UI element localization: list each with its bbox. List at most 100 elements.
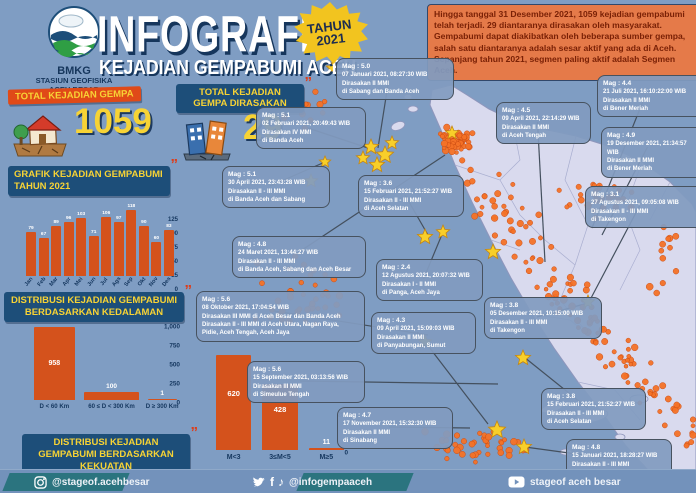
quote-mark-icon: ” [184,282,193,299]
felt-earthquake-star [355,149,371,165]
bar-value-label: 118 [127,203,136,209]
bar-value-label: 1 [160,389,164,397]
footer-youtube: stageof aceh besar [508,470,621,493]
epicenter-dot [468,440,476,448]
tiktok-icon: ♪ [278,475,284,489]
callout-line: Dirasakan III MMI [253,383,302,390]
epicenter-dot [659,255,667,262]
bar [151,242,162,276]
felt-earthquake-star [435,223,451,239]
callout-line: Dirasakan II - III MMI [490,319,548,326]
bar [51,226,62,276]
epicenter-dot [481,193,488,200]
earthquake-callout: Mag : 3.8 05 Desember 2021, 10:15:00 WIB D… [484,297,602,340]
poster-subtitle: KEJADIAN GEMPABUMI ACEH [99,57,357,79]
earthquake-callout: Mag : 5.0 07 Januari 2021, 08:27:30 WIB Di… [336,58,454,101]
callout-magnitude: Mag : 5.0 [342,63,371,70]
epicenter-dot [658,247,665,254]
epicenter-dot [665,235,672,242]
bar [163,229,174,276]
youtube-icon [508,476,525,488]
epicenter-dot [519,205,525,211]
bar-value-label: 958 [48,360,61,368]
callout-line: 09 April 2021, 22:14:29 WIB [502,116,580,123]
bar-column: 103 Mei [74,206,87,288]
y-tick-label: 75 [171,245,178,251]
bar-value-label: 100 [106,383,117,391]
bar [101,216,112,276]
callout-line: di Banda Aceh dan Sabang [228,197,306,203]
x-tick-label: Sep [123,276,135,288]
callout-magnitude: Mag : 3.8 [547,393,576,400]
bar [63,222,74,276]
epicenter-dot [642,378,649,386]
bar-value-label: 106 [102,210,111,216]
callout-magnitude: Mag : 5.6 [253,366,282,373]
epicenter-dot [511,253,518,260]
epicenter-dot [448,148,456,156]
plot-area: 79 Jan 67 Feb 89 Mar 96 Apr 103 Mei 71 Jun 106 Jul 97 A… [24,203,174,288]
epicenter-dot [312,88,319,95]
epicenter-dot [459,157,466,164]
epicenter-dot [312,282,318,288]
epicenter-dot [621,372,629,380]
callout-line: Dirasakan II MMI [342,80,390,87]
earthquake-callout: Mag : 3.6 15 Februari 2021, 21:52:27 WIB D… [358,175,464,218]
earthquake-callout: Mag : 4.4 21 Juli 2021, 16:10:22:00 WIB Di… [597,75,696,118]
epicenter-dot [657,409,663,414]
epicenter-dot [499,440,505,446]
callout-line: Dirasakan II MMI [502,124,550,131]
epicenter-dot [506,217,514,225]
quote-mark-icon: ” [190,424,199,441]
epicenter-dot [566,273,574,281]
epicenter-dot [625,346,631,352]
bar-value-label: 428 [273,404,287,414]
felt-earthquake-star [515,437,533,455]
epicenter-dot [625,357,630,363]
callout-magnitude: Mag : 5.6 [202,296,231,303]
epicenter-dot [485,451,491,457]
x-tick-label: Ags [111,275,123,289]
footer-instagram: @stageof.acehbesar [34,470,150,493]
y-tick-label: 0 [344,449,348,457]
x-tick-label: 60 ≤ D < 300 Km [88,403,135,410]
bar-column: 96 Apr [61,206,74,288]
magnitude-chart-title: DISTRIBUSI KEJADIAN GEMPABUMI BERDASARKA… [22,424,198,476]
callout-line: 24 Maret 2021, 13:44:27 WIB [238,250,319,257]
epicenter-dot [548,243,555,250]
x-tick-label: Jun [86,276,98,288]
bar [138,225,149,276]
epicenter-dot [497,449,505,456]
x-tick-label: Jan [23,276,35,288]
callout-line: Pidie, Aceh Tengah, Aceh Jaya [202,330,290,337]
epicenter-dot [474,196,480,203]
poster-title: INFOGRAFIS [97,5,337,63]
summary-text-box: Hingga tanggal 31 Desember 2021, 1059 ke… [427,4,696,82]
felt-earthquake-star [368,155,386,173]
epicenter-dot [536,257,544,265]
epicenter-dot [508,194,514,201]
epicenter-dot [501,203,507,209]
plot-area: 958 D < 60 Km 100 60 ≤ D < 300 Km 1 D ≥ 300 K… [32,324,179,410]
depth-chart-title: DISTRIBUSI KEJADIAN GEMPABUMI BERDASARKA… [4,282,192,322]
callout-line: 12 Agustus 2021, 20:07:32 WIB [382,273,470,280]
bar-value-label: 71 [91,230,97,236]
epicenter-dot [575,183,582,190]
epicenter-dot [608,360,616,368]
buildings-earthquake-icon [182,114,232,167]
bar-value-label: 103 [77,212,86,218]
bar [147,398,177,400]
facebook-icon: f [270,475,274,489]
callout-magnitude: Mag : 4.8 [238,241,267,248]
x-tick-label: M<3 [226,454,241,461]
callout-line: di Sinabang [343,438,378,444]
earthquake-callout: Mag : 2.4 12 Agustus 2021, 20:07:32 WIB Di… [376,259,483,302]
y-tick-label: 25 [171,273,178,279]
epicenter-dot [577,192,584,198]
callout-line: di Simeulue Tengah [253,392,310,398]
callout-line: di Banda Aceh [262,138,304,144]
bar-column: 97 Ags [111,206,124,288]
callout-magnitude: Mag : 4.9 [607,132,636,139]
epicenter-dot [469,452,476,459]
callout-line: 15 Februari 2021, 21:52:27 WIB [364,189,453,196]
